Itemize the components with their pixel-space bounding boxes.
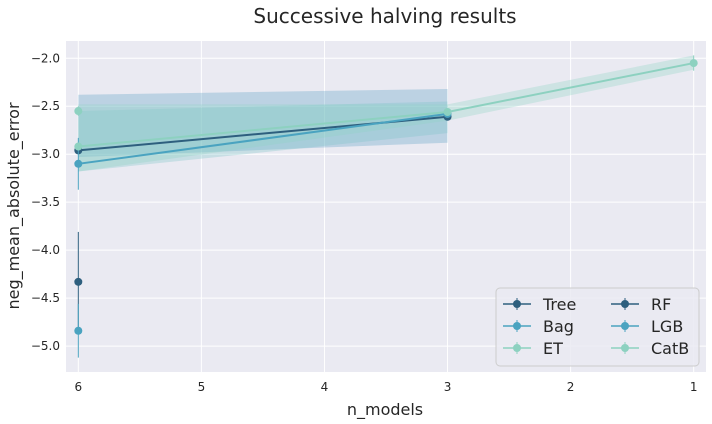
y-tick-label: −3.5: [31, 195, 60, 209]
data-point: [74, 326, 83, 335]
legend-marker: [621, 322, 629, 330]
series-line: [78, 112, 448, 165]
x-tick-label: 3: [444, 380, 452, 394]
y-tick-label: −3.0: [31, 147, 60, 161]
x-tick-label: 1: [690, 380, 698, 394]
y-ticks: −5.0 −4.5 −4.0 −3.5 −3.0 −2.5 −2.0: [31, 51, 60, 353]
series-bag: [74, 303, 83, 358]
data-point: [74, 107, 83, 116]
legend-label: RF: [651, 295, 671, 314]
legend-item: CatB: [611, 339, 689, 358]
legend-marker: [621, 344, 629, 352]
error-band: [78, 88, 448, 158]
y-axis-label: neg_mean_absolute_error: [4, 102, 24, 309]
x-tick-label: 5: [198, 380, 206, 394]
legend: Tree Bag ET RF LGB CatB: [495, 287, 700, 367]
y-tick-label: −2.5: [31, 99, 60, 113]
legend-item: LGB: [611, 317, 683, 336]
legend-label: LGB: [651, 317, 683, 336]
y-tick-label: −4.0: [31, 243, 60, 257]
y-tick-label: −5.0: [31, 339, 60, 353]
legend-label: ET: [543, 339, 563, 358]
data-point: [74, 277, 83, 286]
x-tick-label: 4: [321, 380, 329, 394]
legend-marker: [513, 344, 521, 352]
legend-item: Tree: [503, 295, 576, 314]
legend-item: Bag: [503, 317, 574, 336]
series-et: [74, 106, 83, 116]
data-point: [74, 159, 83, 168]
legend-label: Bag: [543, 317, 574, 336]
legend-marker: [513, 322, 521, 330]
legend-label: Tree: [542, 295, 576, 314]
data-point: [443, 107, 452, 116]
x-tick-label: 6: [74, 380, 82, 394]
data-point: [689, 59, 698, 68]
legend-frame: [495, 287, 700, 367]
data-point: [74, 142, 83, 151]
error-band: [78, 101, 448, 172]
legend-item: ET: [503, 339, 563, 358]
legend-label: CatB: [651, 339, 689, 358]
chart-title: Successive halving results: [253, 4, 516, 28]
y-tick-label: −2.0: [31, 51, 60, 65]
legend-item: RF: [611, 295, 671, 314]
x-axis-label: n_models: [347, 400, 423, 420]
series-lines: [74, 55, 698, 358]
x-tick-label: 2: [567, 380, 575, 394]
series-catb: [74, 55, 698, 151]
legend-marker: [621, 300, 629, 308]
legend-marker: [513, 300, 521, 308]
y-tick-label: −4.5: [31, 291, 60, 305]
x-ticks: 6 5 4 3 2 1: [74, 380, 697, 394]
